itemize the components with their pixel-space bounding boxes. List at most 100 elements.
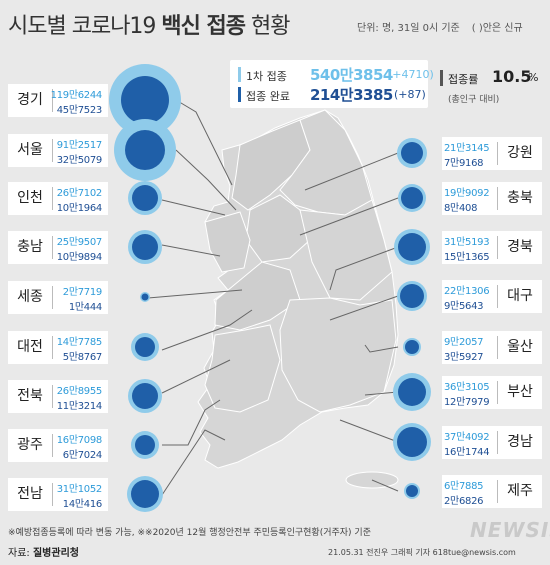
gyeonggi-done-bubble	[121, 76, 169, 124]
card-daegu: 대구 22만1306 9만5643	[442, 280, 542, 313]
first-dose-count: 2만7719	[62, 287, 103, 298]
unit-text: 단위: 명, 31일 0시 기준	[357, 23, 460, 34]
completed-count: 6만7024	[62, 450, 103, 461]
first-dose-count: 26만8955	[56, 386, 103, 397]
completed-count: 16만1744	[444, 447, 490, 458]
region-name: 충남	[17, 239, 43, 255]
first-dose-count: 91만2517	[56, 140, 103, 151]
mainland-shape	[197, 109, 399, 469]
first-dose-count: 16만7098	[56, 435, 103, 446]
first-dose-value: 540만3854	[310, 66, 393, 84]
busan-done-bubble	[398, 378, 426, 406]
first-dose-count: 14만7785	[56, 337, 103, 348]
first-dose-count: 26만7102	[56, 188, 103, 199]
completed-count: 15만1365	[444, 252, 490, 263]
card-seoul: 서울 91만2517 32만5079	[8, 134, 108, 167]
rate-value: 10.5	[492, 67, 532, 86]
source-value: 질병관리청	[32, 548, 79, 559]
card-gyeonggi: 경기 119만6244 45만7523	[8, 84, 108, 117]
first-dose-count: 37만4092	[444, 432, 490, 443]
chungbuk-done-bubble	[401, 187, 423, 209]
region-name: 대전	[17, 339, 43, 355]
completed-count: 8만408	[444, 203, 478, 214]
title-prefix: 시도별 코로나19	[8, 14, 162, 39]
completed-count: 3만5927	[444, 352, 484, 363]
region-name: 전남	[17, 486, 43, 502]
region-name: 경북	[507, 239, 533, 255]
card-gyeongnam: 경남 37만4092 16만1744	[442, 426, 542, 459]
source-label: 자료:	[8, 548, 30, 559]
seoul-done-bubble	[125, 130, 165, 170]
rate-note: (총인구 대비)	[448, 95, 500, 105]
region-name: 울산	[507, 339, 533, 355]
first-dose-count: 31만5193	[444, 237, 490, 248]
completed-count: 14만416	[62, 499, 103, 510]
completed-count: 32만5079	[56, 155, 103, 166]
card-jeju: 제주 6만7885 2만6826	[442, 475, 542, 508]
daejeon-done-bubble	[135, 337, 155, 357]
first-dose-new: (+4710)	[388, 68, 434, 81]
vaccination-rate: 접종률 10.5 % (총인구 대비)	[440, 67, 545, 108]
bubbles-left	[109, 64, 181, 512]
first-dose-count: 21만3145	[444, 143, 490, 154]
leader-lines	[147, 99, 399, 496]
first-dose-count: 36만3105	[444, 382, 490, 393]
source: 자료: 질병관리청	[8, 544, 79, 559]
first-dose-count: 19만9092	[444, 188, 490, 199]
credit: 21.05.31 전진우 그래픽 기자 618tue@newsis.com	[328, 548, 516, 557]
summary-box: 1차 접종 540만3854 (+4710) 접종 완료 214만3385 (+…	[230, 60, 434, 108]
region-name: 경기	[17, 92, 43, 108]
card-ulsan: 울산 9만2057 3만5927	[442, 331, 542, 364]
completed-count: 45만7523	[56, 105, 103, 116]
sejong-done-bubble	[141, 293, 149, 301]
region-name: 경남	[507, 434, 533, 450]
first-dose-count: 31만1052	[56, 484, 103, 495]
title-suffix: 현황	[245, 14, 291, 39]
rate-swatch	[440, 70, 443, 86]
region-name: 전북	[17, 388, 43, 404]
rate-unit: %	[528, 71, 539, 84]
completed-value: 214만3385	[310, 86, 393, 104]
chungnam-done-bubble	[132, 234, 158, 260]
card-incheon: 인천 26만7102 10만1964	[8, 182, 108, 215]
region-name: 인천	[17, 190, 43, 206]
gwangju-done-bubble	[135, 435, 155, 455]
region-name: 부산	[507, 384, 533, 400]
completed-swatch	[238, 87, 241, 102]
first-dose-count: 9만2057	[444, 337, 484, 348]
card-jeonbuk: 전북 26만8955 11만3214	[8, 380, 108, 413]
region-name: 서울	[17, 142, 43, 158]
legend-note: ( )안은 신규	[471, 23, 523, 34]
gangwon-done-bubble	[401, 142, 423, 164]
first-dose-swatch	[238, 67, 241, 82]
completed-count: 10만1964	[56, 203, 103, 214]
card-chungbuk: 충북 19만9092 8만408	[442, 182, 542, 215]
completed-count: 2만6826	[444, 496, 484, 507]
unit-note: 단위: 명, 31일 0시 기준 ( )안은 신규	[357, 19, 523, 34]
page-title: 시도별 코로나19 백신 접종 현황	[8, 8, 291, 40]
completed-count: 7만9168	[444, 158, 484, 169]
region-name: 광주	[17, 437, 43, 453]
region-name: 대구	[507, 288, 533, 304]
region-name: 충북	[507, 190, 533, 206]
completed-new: (+87)	[394, 88, 426, 101]
gyeongnam-done-bubble	[397, 427, 427, 457]
incheon-done-bubble	[132, 185, 158, 211]
jeonnam-done-bubble	[131, 480, 159, 508]
first-dose-count: 6만7885	[444, 481, 484, 492]
completed-count: 1만444	[68, 302, 102, 313]
bubbles-right	[393, 138, 431, 499]
gyeongbuk-done-bubble	[398, 233, 426, 261]
region-name: 제주	[507, 483, 533, 499]
completed-count: 12만7979	[444, 397, 490, 408]
card-jeonnam: 전남 31만1052 14만416	[8, 478, 108, 511]
newsis-watermark: NEWSIS	[470, 518, 550, 542]
completed-label: 접종 완료	[246, 90, 290, 103]
jeju-done-bubble	[406, 485, 418, 497]
first-dose-label: 1차 접종	[246, 70, 287, 83]
completed-count: 9만5643	[444, 301, 484, 312]
completed-count: 5만8767	[62, 352, 103, 363]
completed-count: 11만3214	[56, 401, 103, 412]
region-name: 강원	[507, 145, 533, 161]
card-gwangju: 광주 16만7098 6만7024	[8, 429, 108, 462]
